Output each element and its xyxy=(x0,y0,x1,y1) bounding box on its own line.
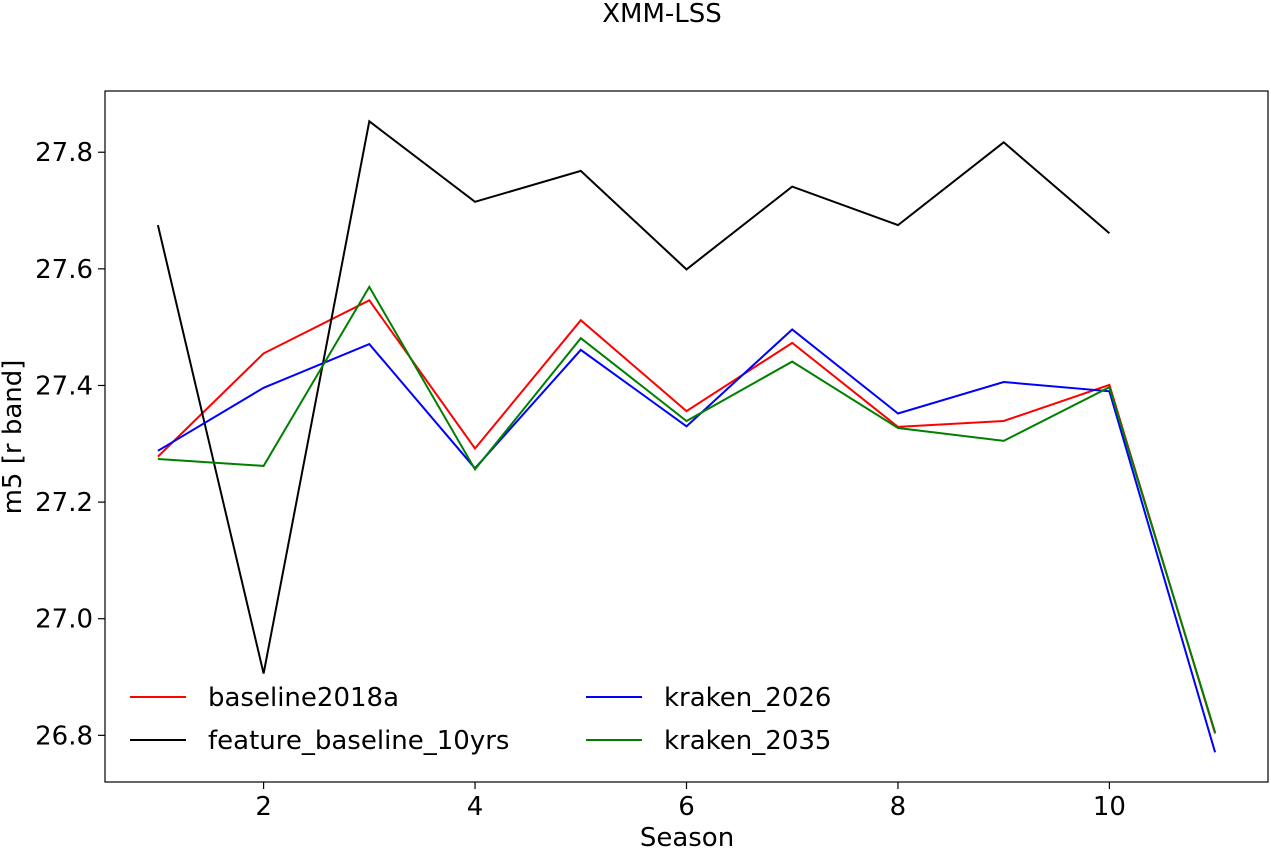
series-line-kraken_2035 xyxy=(157,284,1217,733)
y-tick-label: 27.0 xyxy=(35,605,93,635)
x-axis-label: Season xyxy=(640,823,734,853)
plot-frame xyxy=(104,90,1269,783)
y-tick-label: 26.8 xyxy=(35,721,93,751)
x-tick-label: 2 xyxy=(255,792,272,822)
chart-title: XMM-LSS xyxy=(602,0,722,29)
x-tick-label: 8 xyxy=(890,792,907,822)
y-tick-label: 27.2 xyxy=(35,488,93,518)
y-tick-label: 27.8 xyxy=(35,138,93,168)
x-tick-label: 6 xyxy=(678,792,695,822)
series-line-feature_baseline_10yrs xyxy=(156,119,1111,674)
series-line-kraken_2026 xyxy=(157,328,1217,753)
y-axis: 26.8 27.0 27.2 27.4 27.6 27.8 xyxy=(35,138,105,751)
legend-label-kraken_2035: kraken_2035 xyxy=(664,726,831,756)
legend: baseline2018a feature_baseline_10yrs krake… xyxy=(130,683,831,756)
legend-label-kraken_2026: kraken_2026 xyxy=(664,683,831,713)
series-line-baseline2018a xyxy=(157,299,1217,734)
x-tick-label: 4 xyxy=(467,792,484,822)
legend-label-feature_baseline_10yrs: feature_baseline_10yrs xyxy=(208,726,509,756)
y-axis-label: m5 [r band] xyxy=(0,360,28,515)
y-tick-label: 27.6 xyxy=(35,255,93,285)
y-tick-label: 27.4 xyxy=(35,371,93,401)
x-tick-label: 10 xyxy=(1093,792,1126,822)
x-axis: 2 4 6 8 10 xyxy=(255,782,1126,822)
series-layer xyxy=(156,119,1217,753)
legend-label-baseline2018a: baseline2018a xyxy=(208,683,399,713)
